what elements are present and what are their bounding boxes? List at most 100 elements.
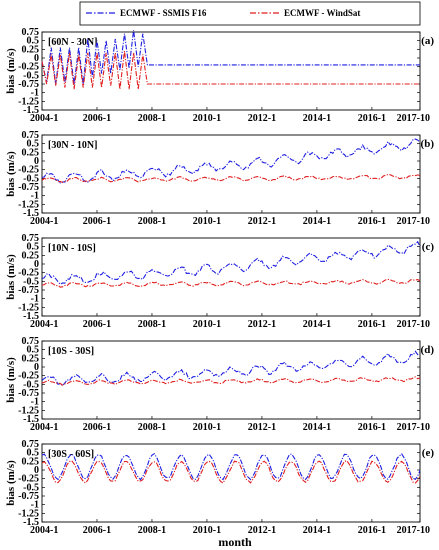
y-tick-label: -1 — [31, 191, 39, 202]
series-line-ssmis — [41, 452, 421, 481]
panel-tag: (c) — [422, 241, 435, 253]
x-tick-label: 2012-1 — [248, 216, 276, 227]
y-tick-label: -1 — [31, 500, 39, 511]
x-tick-label: 2008-1 — [138, 113, 166, 124]
panel-c: 0.750.50.250-0.25-0.5-0.75-1-1.25-1.5200… — [5, 233, 434, 330]
legend: ECMWF - SSMIS F16 ECMWF - WindSat — [79, 1, 421, 26]
legend-label-windsat: ECMWF - WindSat — [284, 8, 360, 18]
panel-b: 0.750.50.250-0.25-0.5-0.75-1-1.25-1.5200… — [5, 130, 434, 227]
x-tick-label: 2008-1 — [138, 525, 166, 536]
y-axis-label: bias (m/s) — [5, 151, 17, 197]
panel-region-label: [30N - 10N] — [48, 140, 97, 151]
panel-a: 0.750.50.250-0.25-0.5-0.75-1-1.25-1.5200… — [5, 27, 434, 124]
y-tick-label: -1.5 — [23, 517, 39, 528]
y-tick-label: 0.5 — [27, 345, 40, 356]
x-tick-label: 2014-1 — [303, 422, 331, 433]
y-tick-label: 0.75 — [22, 336, 40, 347]
panel-tag: (b) — [421, 138, 435, 150]
y-tick-label: 0.75 — [22, 233, 40, 244]
y-tick-label: 0 — [34, 362, 39, 373]
series-line-windsat — [41, 278, 421, 288]
x-tick-label: 2017-10 — [397, 525, 430, 536]
y-tick-label: -0.25 — [18, 474, 39, 485]
panels: 0.750.50.250-0.25-0.5-0.75-1-1.25-1.5200… — [5, 27, 434, 536]
y-tick-label: -0.25 — [18, 165, 39, 176]
x-tick-label: 2016-1 — [358, 319, 386, 330]
y-tick-label: 0.25 — [22, 456, 40, 467]
y-tick-label: -0.25 — [18, 62, 39, 73]
x-tick-label: 2014-1 — [303, 525, 331, 536]
y-tick-label: -1.25 — [18, 302, 39, 313]
y-tick-label: -1 — [31, 88, 39, 99]
series-line-ssmis — [41, 350, 421, 387]
x-tick-label: 2004-1 — [30, 216, 58, 227]
x-tick-label: 2010-1 — [193, 216, 221, 227]
y-tick-label: -1.25 — [18, 405, 39, 416]
y-tick-label: 0.75 — [22, 130, 40, 141]
plot-frame — [41, 237, 421, 317]
y-tick-label: 0.25 — [22, 353, 40, 364]
y-tick-label: -1 — [31, 397, 39, 408]
plot-frame — [41, 31, 421, 111]
plot-frame — [41, 443, 421, 523]
y-tick-label: 0.75 — [22, 439, 40, 450]
y-tick-label: -0.5 — [23, 379, 39, 390]
y-axis-label: bias (m/s) — [5, 254, 17, 300]
y-axis-label: bias (m/s) — [5, 48, 17, 94]
x-tick-label: 2006-1 — [83, 319, 111, 330]
y-tick-label: 0 — [34, 53, 39, 64]
y-tick-label: -1.5 — [23, 105, 39, 116]
legend-label-ssmis: ECMWF - SSMIS F16 — [120, 8, 207, 18]
y-tick-label: 0 — [34, 465, 39, 476]
y-tick-label: -0.5 — [23, 173, 39, 184]
x-tick-label: 2006-1 — [83, 216, 111, 227]
y-tick-label: -1.5 — [23, 208, 39, 219]
panel-region-label: [10S - 30S] — [48, 346, 94, 357]
x-tick-label: 2010-1 — [193, 319, 221, 330]
x-tick-label: 2006-1 — [83, 422, 111, 433]
x-tick-label: 2012-1 — [248, 113, 276, 124]
x-tick-label: 2008-1 — [138, 422, 166, 433]
x-tick-label: 2017-10 — [397, 319, 430, 330]
y-tick-label: -1.5 — [23, 311, 39, 322]
panel-tag: (d) — [421, 344, 435, 356]
series-line-ssmis — [41, 30, 420, 85]
x-axis-label: month — [218, 535, 252, 549]
y-tick-label: -0.75 — [18, 182, 39, 193]
x-tick-label: 2017-10 — [397, 422, 430, 433]
y-tick-label: 0.75 — [22, 27, 40, 38]
panel-region-label: [60N - 30N] — [48, 37, 97, 48]
x-tick-label: 2014-1 — [303, 113, 331, 124]
y-tick-label: -0.5 — [23, 482, 39, 493]
panel-tag: (e) — [422, 447, 435, 459]
y-tick-label: -0.75 — [18, 491, 39, 502]
series-line-windsat — [41, 460, 421, 484]
panel-tag: (a) — [421, 35, 434, 47]
y-tick-label: 0.5 — [27, 36, 40, 47]
y-tick-label: -0.75 — [18, 388, 39, 399]
plot-frame — [41, 134, 421, 214]
series-line-windsat — [41, 174, 421, 184]
y-tick-label: 0 — [34, 259, 39, 270]
x-tick-label: 2014-1 — [303, 216, 331, 227]
x-tick-label: 2006-1 — [83, 525, 111, 536]
y-tick-label: 0.25 — [22, 147, 40, 158]
x-tick-label: 2010-1 — [193, 422, 221, 433]
x-tick-label: 2014-1 — [303, 319, 331, 330]
series-line-ssmis — [41, 240, 421, 286]
x-tick-label: 2016-1 — [358, 216, 386, 227]
x-tick-label: 2006-1 — [83, 113, 111, 124]
series-line-windsat — [41, 51, 420, 90]
y-tick-label: -0.75 — [18, 79, 39, 90]
y-tick-label: -1.25 — [18, 508, 39, 519]
y-axis-label: bias (m/s) — [5, 357, 17, 403]
x-tick-label: 2012-1 — [248, 422, 276, 433]
x-tick-label: 2016-1 — [358, 422, 386, 433]
y-tick-label: -1.5 — [23, 414, 39, 425]
y-tick-label: -0.5 — [23, 70, 39, 81]
series-line-ssmis — [41, 138, 421, 184]
y-tick-label: -0.5 — [23, 276, 39, 287]
x-tick-label: 2010-1 — [193, 525, 221, 536]
x-tick-label: 2010-1 — [193, 113, 221, 124]
